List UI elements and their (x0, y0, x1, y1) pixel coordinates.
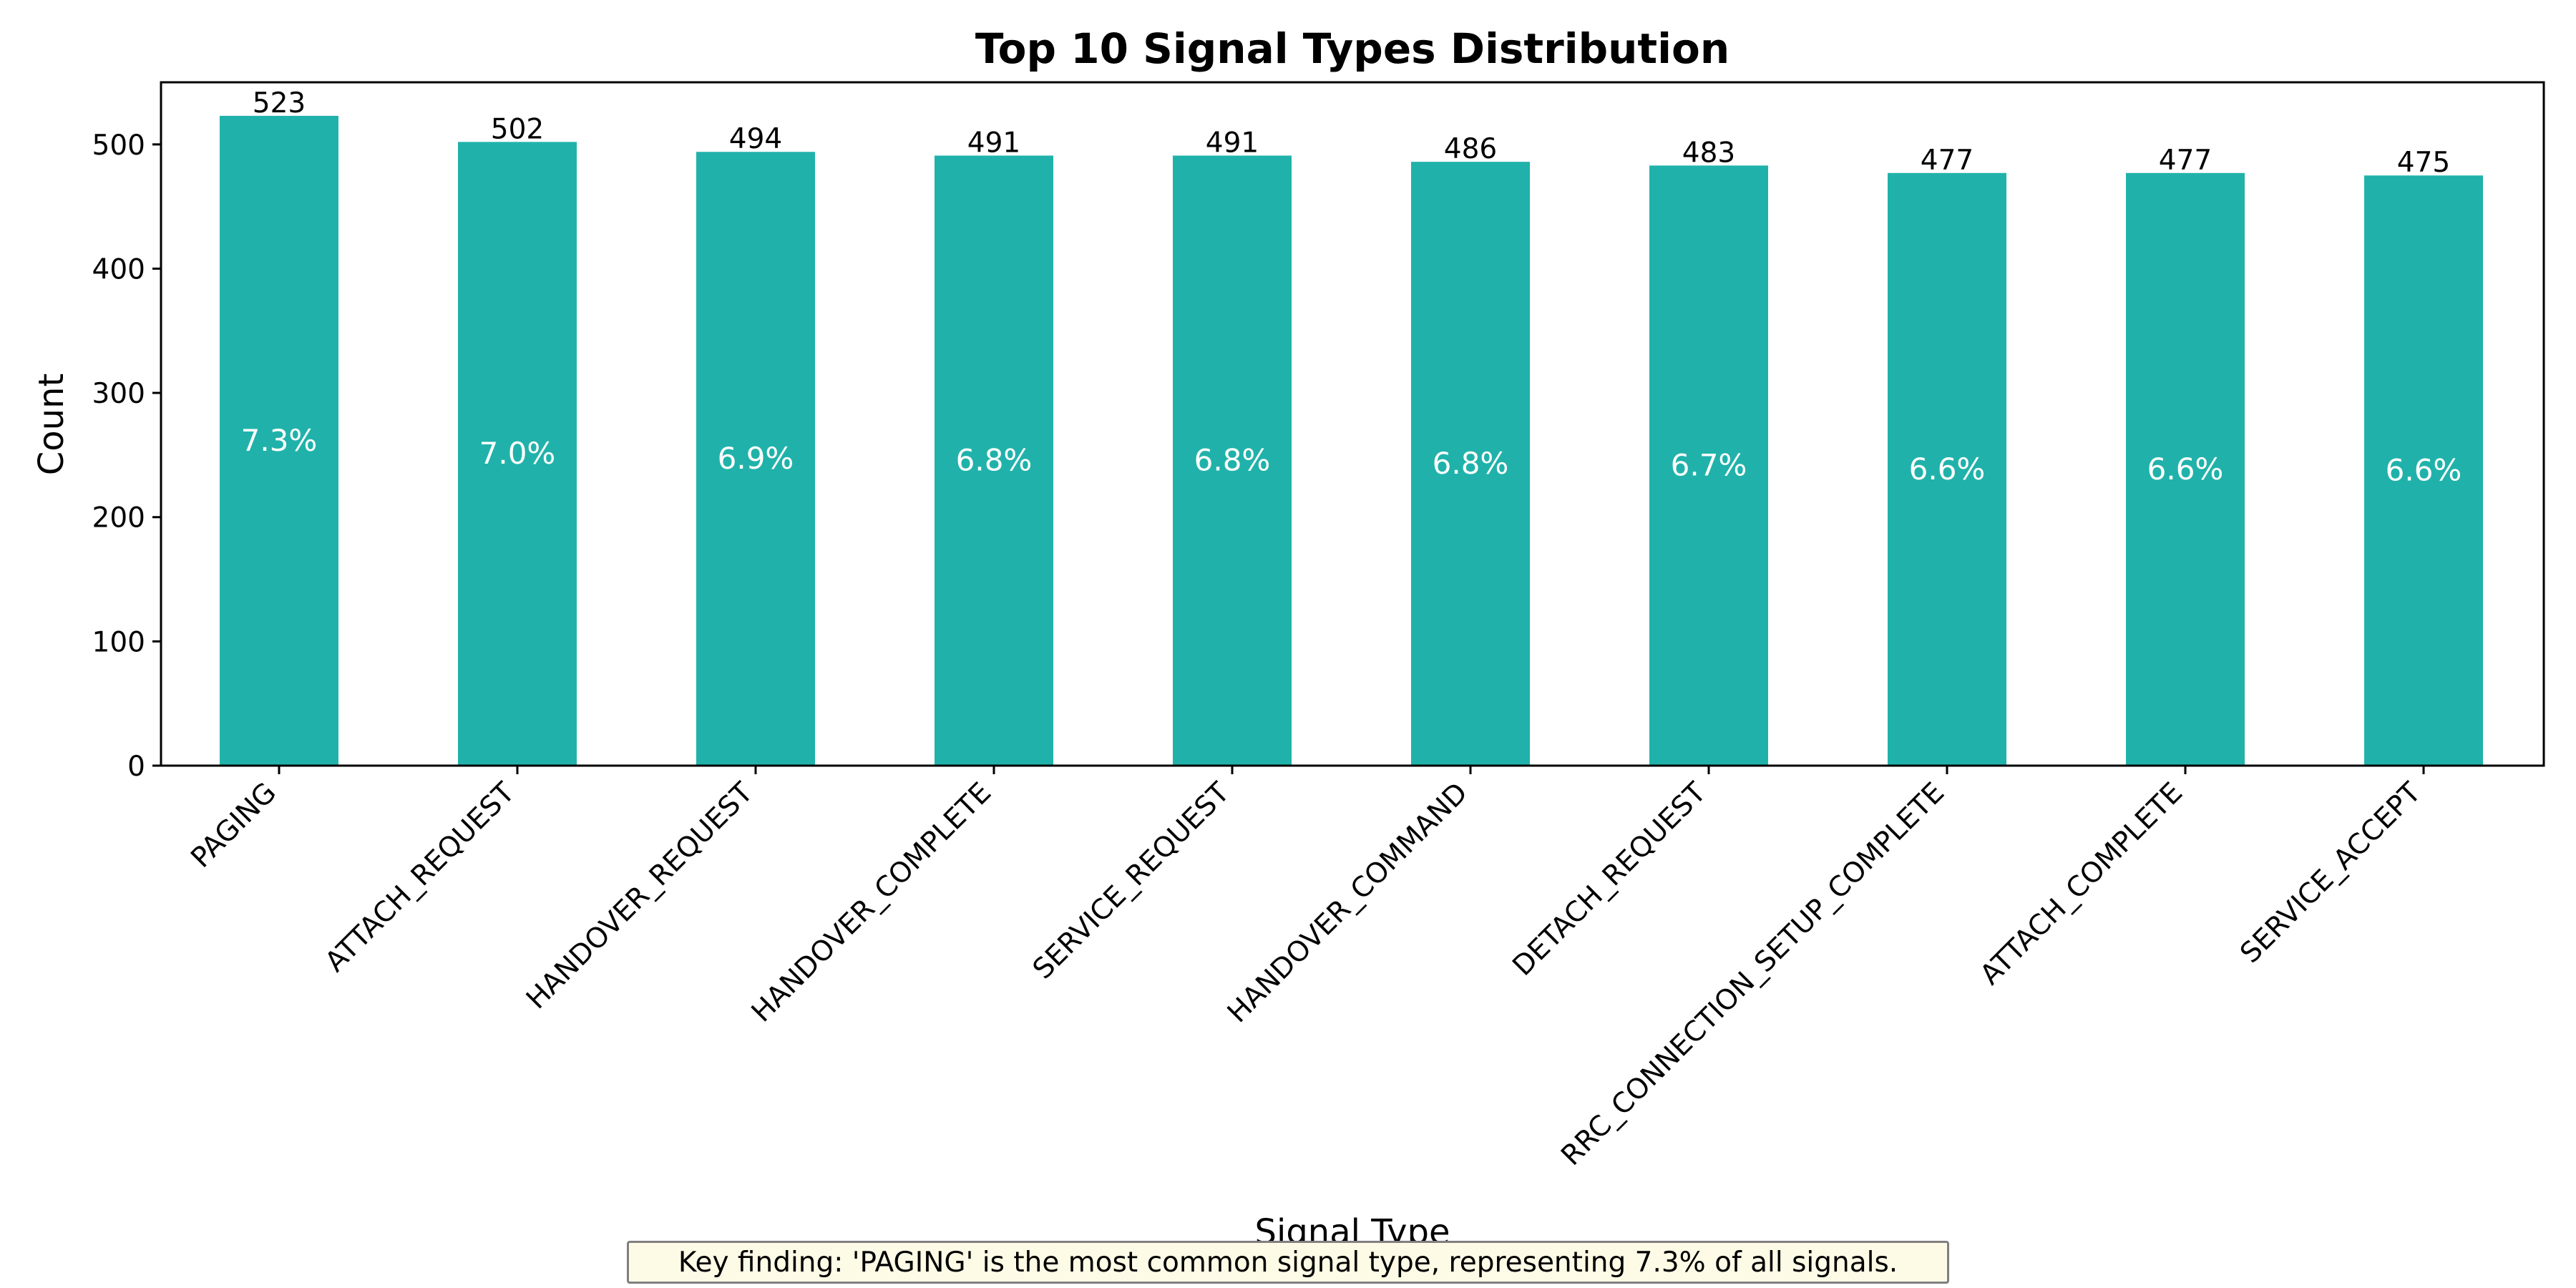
y-tick-label: 100 (92, 626, 145, 658)
bar-percent-label: 6.8% (956, 443, 1033, 478)
x-tick-label: RRC_CONNECTION_SETUP_COMPLETE (1555, 776, 1951, 1172)
y-tick-label: 400 (92, 253, 145, 286)
bar-percent-label: 7.0% (479, 436, 556, 471)
bar-percent-label: 6.9% (718, 441, 794, 476)
bar-value-label: 477 (2159, 145, 2212, 177)
chart-title: Top 10 Signal Types Distribution (975, 24, 1729, 73)
x-tick-label: ATTACH_COMPLETE (1974, 776, 2189, 991)
bar-percent-label: 6.8% (1433, 446, 1509, 481)
bar-value-label: 486 (1444, 133, 1497, 165)
bar-percent-label: 6.6% (2386, 453, 2462, 488)
bar (696, 152, 815, 766)
x-tick-label: HANDOVER_COMPLETE (746, 776, 997, 1028)
x-tick-label: DETACH_REQUEST (1506, 776, 1712, 982)
bar (2126, 172, 2245, 766)
y-tick-label: 300 (92, 378, 145, 410)
bar (220, 115, 338, 766)
bar-percent-label: 6.7% (1671, 448, 1747, 483)
x-tick-label: SERVICE_ACCEPT (2234, 776, 2427, 970)
bar (1173, 155, 1292, 766)
bar (2364, 175, 2483, 766)
plot-frame (160, 81, 2545, 767)
x-tick-label: HANDOVER_REQUEST (520, 776, 759, 1015)
bar-value-label: 494 (729, 123, 782, 155)
y-tick-label: 0 (127, 751, 145, 783)
key-finding-annotation: Key finding: 'PAGING' is the most common… (627, 1241, 1949, 1284)
bar (1411, 162, 1530, 766)
bar-value-label: 477 (1921, 145, 1974, 177)
bar-value-label: 502 (491, 113, 544, 145)
y-tick-label: 200 (92, 502, 145, 535)
bar-value-label: 475 (2397, 147, 2450, 179)
bar-value-label: 523 (253, 87, 306, 119)
bar-percent-label: 6.6% (2147, 452, 2224, 487)
bar-value-label: 483 (1682, 137, 1735, 169)
bar (1649, 165, 1768, 766)
bar (458, 142, 577, 766)
y-axis-label: Count (31, 374, 72, 476)
bar (1888, 172, 2006, 766)
bar-percent-label: 7.3% (241, 423, 318, 458)
x-tick-label: ATTACH_REQUEST (319, 776, 521, 978)
x-tick-label: SERVICE_REQUEST (1027, 776, 1236, 985)
y-tick-label: 500 (92, 130, 145, 162)
bar-percent-label: 6.8% (1194, 443, 1271, 478)
bar-value-label: 491 (967, 127, 1020, 159)
x-tick-label: HANDOVER_COMMAND (1221, 776, 1474, 1029)
bar-percent-label: 6.6% (1909, 452, 1986, 487)
bar (935, 155, 1053, 766)
x-tick-label: PAGING (185, 776, 283, 874)
bar-value-label: 491 (1206, 127, 1259, 159)
